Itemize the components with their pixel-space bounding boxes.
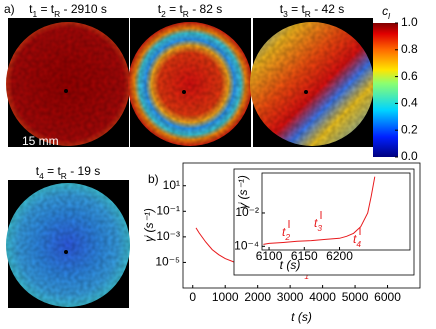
panel-title-part: = t: [37, 2, 55, 16]
panel-title-part: 4: [39, 171, 44, 181]
y-tick-label: 10⁻⁴: [234, 238, 259, 252]
y-tick-label: 10¹: [163, 178, 180, 192]
annotation-part: 3: [317, 223, 322, 233]
panel-label: b): [148, 172, 159, 186]
heatmap-1: [6, 18, 130, 147]
panel-title-part: - 42 s: [311, 2, 344, 16]
panel-title-part: 1: [32, 9, 37, 19]
panel-title-part: - 19 s: [67, 164, 100, 178]
x-tick-label: 6100: [256, 249, 283, 263]
x-tick-label: 1000: [212, 290, 239, 304]
annotation: t2: [282, 225, 290, 242]
panel-title-part: = t: [288, 2, 306, 16]
annotation-part: 1: [304, 271, 309, 281]
y-tick-label: 10⁻²: [235, 205, 259, 219]
colorbar-tick-label: 0.8: [401, 42, 418, 56]
y-axis-label: γ̇ (s⁻¹): [142, 208, 156, 242]
colorbar-tick-label: 0.6: [401, 69, 418, 83]
panel-title-part: = t: [44, 164, 62, 178]
plot-frame: [261, 172, 411, 251]
y-tick-label: 10⁻⁵: [155, 255, 180, 269]
panel-title-part: R: [61, 171, 67, 181]
x-tick-label: 6000: [374, 290, 401, 304]
panel-title-part: - 82 s: [189, 2, 222, 16]
panel-title-part: - 2910 s: [60, 2, 107, 16]
y-tick-label: 10⁻³: [156, 229, 180, 243]
panel-title-part: 2: [161, 9, 166, 19]
x-tick-label: 6200: [326, 249, 353, 263]
colorbar-tick-label: 1.0: [401, 15, 418, 29]
y-tick-label: 10⁻¹: [156, 203, 180, 217]
annotation-part: 2: [284, 232, 290, 242]
y-axis-label: γ̇ (s⁻¹): [236, 175, 250, 209]
panel-title: t2 = tR - 82 s: [158, 2, 222, 19]
panel-title: t4 = tR - 19 s: [36, 164, 100, 181]
x-tick-label: 0: [189, 290, 196, 304]
panel-title-part: t: [29, 2, 33, 16]
panel-title-part: t: [158, 2, 162, 16]
annotation-part: t: [353, 232, 357, 246]
colorbar-tick-label: 0.2: [401, 122, 418, 136]
panel-title-part: t: [280, 2, 284, 16]
panel-title-part: R: [305, 9, 311, 19]
colorbar-label: cl: [382, 4, 391, 21]
panel-title-part: R: [183, 9, 189, 19]
x-tick-label: 6150: [291, 249, 318, 263]
colorbar-tick-label: 0.0: [401, 149, 418, 163]
panel-title-part: = t: [166, 2, 184, 16]
panel-title-part: 3: [283, 9, 288, 19]
heatmap-2: [128, 18, 252, 147]
x-tick-label: 4000: [309, 290, 336, 304]
colorbar-tick-label: 0.4: [401, 96, 418, 110]
panel-label: a): [4, 2, 15, 16]
plot-frame: [182, 162, 421, 289]
x-axis-label: t (s): [291, 310, 312, 324]
inset-background: [233, 168, 415, 276]
data-line: [263, 176, 376, 245]
colorbar-label-part: c: [382, 4, 388, 18]
panel-title-part: t: [36, 164, 40, 178]
x-tick-label: 2000: [244, 290, 271, 304]
panel-title: t1 = tR - 2910 s: [29, 2, 107, 19]
heatmap-3: [250, 18, 374, 147]
colorbar: [373, 23, 398, 157]
colorbar-label-part: l: [388, 11, 391, 21]
annotation-part: 4: [356, 239, 361, 249]
x-tick-label: 5000: [342, 290, 369, 304]
heatmap-4: [6, 180, 130, 308]
x-axis-label: t (s): [280, 258, 301, 272]
panel-title-part: R: [54, 9, 60, 19]
annotation: t3: [314, 216, 322, 233]
panel-title: t3 = tR - 42 s: [280, 2, 344, 19]
annotation-part: t: [314, 216, 318, 230]
annotation: t4: [353, 232, 361, 249]
x-tick-label: 3000: [277, 290, 304, 304]
annotation-part: t: [282, 225, 286, 239]
scale-bar-label: 15 mm: [22, 134, 59, 148]
